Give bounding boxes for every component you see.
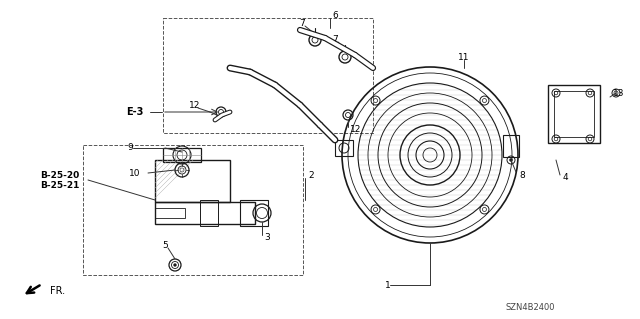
Text: 13: 13 <box>613 90 625 99</box>
Text: 7: 7 <box>332 34 338 43</box>
Bar <box>155 160 230 202</box>
Bar <box>163 148 201 162</box>
Bar <box>155 208 185 218</box>
Text: 11: 11 <box>458 53 470 62</box>
Bar <box>163 18 373 133</box>
Bar <box>83 145 303 275</box>
Text: 8: 8 <box>519 170 525 180</box>
Text: 1: 1 <box>385 280 391 290</box>
Bar <box>240 200 268 226</box>
Text: 12: 12 <box>189 101 201 110</box>
Text: E-3: E-3 <box>126 107 144 117</box>
Text: B-25-20: B-25-20 <box>40 170 79 180</box>
Circle shape <box>509 159 513 161</box>
Text: 7: 7 <box>299 19 305 27</box>
Text: 9: 9 <box>127 144 133 152</box>
Text: FR.: FR. <box>50 286 65 296</box>
Bar <box>503 135 519 157</box>
Text: 3: 3 <box>264 234 269 242</box>
Bar <box>554 91 594 137</box>
Circle shape <box>173 263 177 266</box>
Text: 10: 10 <box>129 168 141 177</box>
Bar <box>548 85 600 143</box>
Bar <box>155 202 255 224</box>
Text: SZN4B2400: SZN4B2400 <box>505 303 555 313</box>
Text: 4: 4 <box>563 174 568 182</box>
Text: 5: 5 <box>162 241 168 249</box>
Text: 12: 12 <box>350 125 362 135</box>
Text: B-25-21: B-25-21 <box>40 181 79 189</box>
Text: 2: 2 <box>308 170 314 180</box>
Text: 6: 6 <box>332 11 338 19</box>
Bar <box>335 140 353 156</box>
Bar <box>200 200 218 226</box>
